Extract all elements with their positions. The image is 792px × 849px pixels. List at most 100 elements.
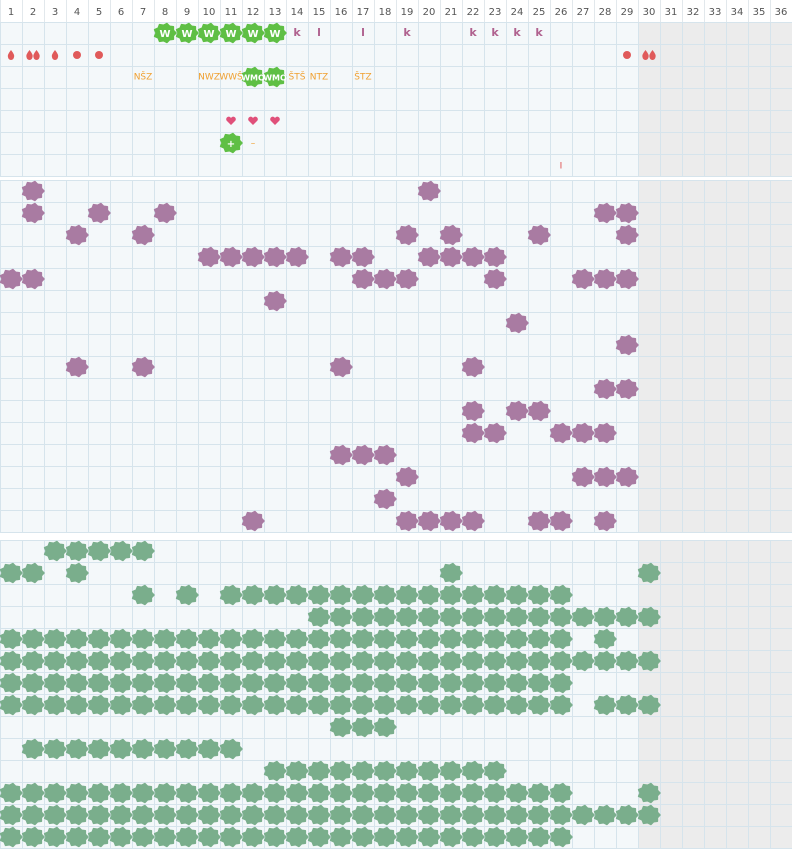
- bottom-event: [131, 628, 155, 650]
- bottom-event: [21, 694, 45, 716]
- bottom-event: [87, 738, 111, 760]
- badge-bg: [241, 22, 265, 44]
- day-number: 36: [775, 7, 788, 18]
- marker-label: NWZ: [198, 73, 220, 83]
- bottom-event: [439, 826, 463, 848]
- bottom-event: [219, 650, 243, 672]
- middle-event: [373, 488, 397, 510]
- bottom-event: [263, 650, 287, 672]
- bottom-event: [307, 804, 331, 826]
- badge-text: WMO: [241, 74, 265, 83]
- bottom-event: [417, 782, 441, 804]
- bottom-event: [241, 826, 265, 848]
- bottom-event: [87, 782, 111, 804]
- bottom-event: [241, 672, 265, 694]
- bottom-event: [329, 628, 353, 650]
- bottom-event: [0, 782, 23, 804]
- bottom-event: [65, 628, 89, 650]
- bottom-event: [131, 738, 155, 760]
- bottom-event: [461, 760, 485, 782]
- marker-letter: k: [491, 26, 499, 39]
- middle-event: [285, 246, 309, 268]
- badge-text: W: [159, 29, 170, 40]
- bottom-event: [395, 628, 419, 650]
- bottom-event: [109, 782, 133, 804]
- bottom-event: [219, 694, 243, 716]
- bottom-event: [65, 540, 89, 562]
- middle-event: [461, 246, 485, 268]
- day-number: 29: [621, 7, 634, 18]
- drop-icon: [51, 50, 59, 60]
- bottom-event: [351, 672, 375, 694]
- middle-event: [439, 224, 463, 246]
- bottom-event: [307, 694, 331, 716]
- bottom-event: [373, 804, 397, 826]
- bottom-event: [65, 782, 89, 804]
- bottom-event: [43, 672, 67, 694]
- dot-icon: [623, 51, 631, 59]
- bottom-event: [0, 562, 23, 584]
- bottom-event: [461, 650, 485, 672]
- bottom-event: [219, 584, 243, 606]
- bottom-event: [153, 694, 177, 716]
- bottom-event: [461, 628, 485, 650]
- day-number: 18: [379, 7, 392, 18]
- bottom-event: [395, 650, 419, 672]
- bottom-event: [21, 672, 45, 694]
- bottom-event: [527, 826, 551, 848]
- day-number: 11: [225, 7, 238, 18]
- bottom-event: [131, 782, 155, 804]
- bottom-event: [571, 650, 595, 672]
- bottom-event: [43, 650, 67, 672]
- bottom-event: [395, 672, 419, 694]
- marker-label: ŠTŠ: [289, 71, 306, 83]
- bottom-event: [329, 694, 353, 716]
- bottom-event: [153, 782, 177, 804]
- bottom-event: [373, 826, 397, 848]
- bottom-event: [219, 782, 243, 804]
- bottom-event: [439, 606, 463, 628]
- middle-event: [549, 422, 573, 444]
- middle-event: [153, 202, 177, 224]
- marker-letter: k: [513, 26, 521, 39]
- bottom-event: [505, 672, 529, 694]
- bottom-event: [417, 584, 441, 606]
- bottom-event: [263, 804, 287, 826]
- bottom-event: [417, 694, 441, 716]
- badge-bg: [263, 66, 287, 88]
- bottom-event: [43, 782, 67, 804]
- bottom-event: [439, 584, 463, 606]
- drop-icon: [26, 50, 33, 60]
- bottom-event: [175, 826, 199, 848]
- bottom-event: [505, 606, 529, 628]
- bottom-event: [373, 606, 397, 628]
- bottom-event: [131, 804, 155, 826]
- bottom-event: [197, 628, 221, 650]
- bottom-event: [65, 672, 89, 694]
- bottom-event: [483, 760, 507, 782]
- bottom-event: [219, 672, 243, 694]
- middle-event: [263, 290, 287, 312]
- bottom-event: [263, 672, 287, 694]
- middle-event: [593, 422, 617, 444]
- bottom-event: [549, 804, 573, 826]
- bottom-event: [461, 782, 485, 804]
- bottom-event: [65, 804, 89, 826]
- bottom-event: [571, 606, 595, 628]
- bottom-event: [615, 694, 639, 716]
- bottom-event: [285, 782, 309, 804]
- day-number: 31: [665, 7, 678, 18]
- bottom-event: [109, 650, 133, 672]
- bottom-event: [527, 606, 551, 628]
- day-number: 5: [96, 7, 102, 18]
- bottom-event: [329, 606, 353, 628]
- bottom-event: [637, 606, 661, 628]
- bottom-event: [527, 782, 551, 804]
- badge-bg: [263, 22, 287, 44]
- badge-bg: [175, 22, 199, 44]
- bottom-event: [483, 694, 507, 716]
- bottom-event: [175, 738, 199, 760]
- bottom-event: [505, 826, 529, 848]
- bottom-event: [351, 826, 375, 848]
- bottom-event: [21, 804, 45, 826]
